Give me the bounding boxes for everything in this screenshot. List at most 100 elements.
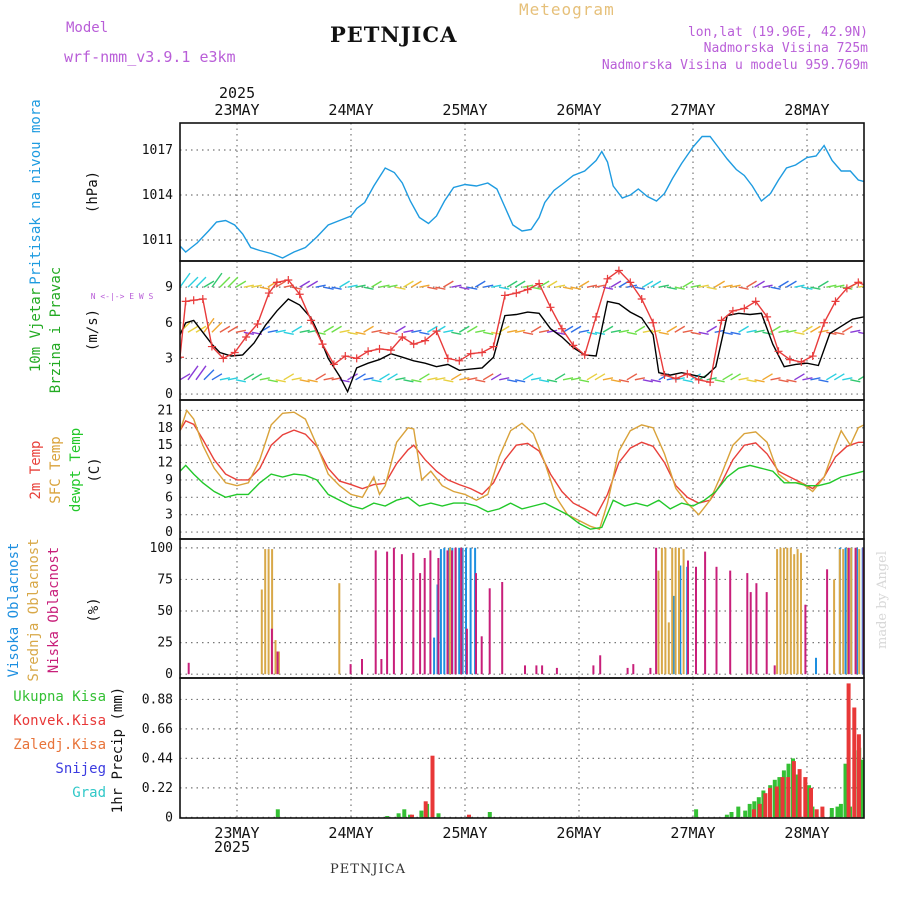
day-label-bottom: 23MAY [214, 824, 259, 842]
gust-marker [386, 346, 395, 355]
wind-barb [642, 379, 653, 383]
wind-barb [379, 331, 390, 335]
gust-marker [352, 354, 361, 363]
bar-konvek-kisa [797, 769, 802, 818]
bar-niska-oblacnost [400, 554, 403, 675]
gust-marker [626, 278, 635, 287]
wind-barb [762, 331, 773, 335]
bar-niska-oblacnost [501, 582, 504, 675]
bar-niska-oblacnost [695, 566, 697, 675]
wind-barb [355, 373, 366, 381]
wind-barb [235, 329, 246, 333]
bar-srednja-oblacnost [858, 549, 861, 675]
day-label-bottom: 25MAY [442, 824, 487, 842]
wind-barb [315, 373, 327, 381]
bar-ukupna-kisa [743, 810, 748, 818]
wind-barb [546, 379, 558, 383]
wind-barb [650, 329, 661, 333]
bar-srednja-oblacnost [833, 579, 836, 675]
wind-barb [474, 280, 486, 288]
bar-ukupna-kisa [838, 803, 843, 818]
wind-barb [275, 379, 286, 383]
wind-barb [435, 377, 446, 381]
y-tick-label: 21 [157, 403, 173, 418]
wind-barb [634, 286, 645, 290]
axis-label-wind: 10m Vjetar [28, 288, 44, 372]
axis-label-low-cloud: Niska Oblacnost [46, 547, 62, 673]
bar-niska-oblacnost [451, 550, 453, 675]
wind-barb [650, 379, 661, 383]
bar-niska-oblacnost [535, 665, 538, 675]
wind-barb [698, 331, 709, 335]
wind-barb [507, 379, 518, 383]
wind-barb [754, 379, 765, 383]
gust-marker [774, 347, 783, 356]
bar-niska-oblacnost [715, 566, 718, 675]
axis-label-mid-cloud: Srednja Oblacnost [26, 538, 42, 681]
day-label-bottom: 28MAY [784, 824, 829, 842]
gust-marker [432, 327, 441, 336]
gust-marker [603, 274, 612, 283]
wind-barb [379, 284, 390, 288]
wind-barb [618, 379, 630, 383]
bar-niska-oblacnost [749, 592, 752, 675]
wind-barb [802, 377, 813, 381]
watermark: made by Angel [875, 551, 890, 649]
bar-niska-oblacnost [270, 628, 273, 675]
wind-barb [275, 329, 286, 333]
y-tick-label: 75 [157, 572, 173, 587]
wind-barb [562, 286, 574, 290]
bar-konvek-kisa [846, 683, 851, 818]
wind-barb [538, 379, 550, 383]
wind-barb [594, 373, 606, 381]
axis-label-temp2m: 2m Temp [28, 440, 44, 499]
gust-marker [207, 342, 216, 351]
wind-barb [195, 276, 207, 288]
panel-precip-frame [179, 677, 865, 819]
wind-barb [610, 329, 622, 333]
gust-marker [683, 369, 692, 378]
bar-konvek-kisa [814, 809, 819, 818]
wind-barb [514, 280, 526, 288]
gust-marker [706, 378, 715, 387]
y-tick-label: 9 [165, 280, 173, 295]
bar-visoka-oblacnost [856, 547, 858, 675]
bar-niska-oblacnost [854, 547, 857, 675]
bar-niska-oblacnost [349, 664, 352, 675]
bar-visoka-oblacnost [465, 547, 467, 675]
y-tick-label: 0 [165, 667, 173, 682]
wind-barb [738, 377, 749, 381]
bar-konvek-kisa [791, 761, 796, 818]
wind-barb [770, 286, 781, 290]
wind-barb [235, 379, 246, 383]
y-tick-label: 18 [157, 421, 173, 436]
bar-ukupna-kisa [385, 816, 390, 818]
wind-barb [219, 377, 231, 381]
bar-visoka-oblacnost [439, 549, 442, 675]
day-label-bottom: 26MAY [556, 824, 601, 842]
wind-barb [602, 377, 614, 381]
panel-clouds-frame [179, 538, 865, 679]
bar-niska-oblacnost [599, 655, 602, 675]
wind-barb [698, 284, 709, 288]
axis-label-wind-speed: Brzina i Pravac [48, 267, 64, 393]
wind-barb [451, 284, 462, 288]
wind-barb [323, 377, 334, 381]
wind-barb [411, 379, 422, 383]
wind-barb [363, 377, 374, 381]
wind-barb [626, 331, 638, 335]
day-label-top: 26MAY [556, 101, 601, 119]
wind-barb [578, 329, 590, 333]
wind-barb [283, 331, 294, 335]
bar-konvek-kisa [856, 734, 861, 818]
wind-barb [570, 325, 582, 333]
wind-barb [323, 286, 334, 290]
wind-barb [515, 329, 526, 333]
wind-barb [403, 280, 414, 288]
wind-barb [706, 325, 718, 333]
wind-barb [610, 280, 622, 288]
wind-barb [602, 325, 614, 333]
bar-ukupna-kisa [402, 809, 407, 818]
wind-barb [562, 377, 574, 381]
wind-barb [714, 280, 726, 288]
